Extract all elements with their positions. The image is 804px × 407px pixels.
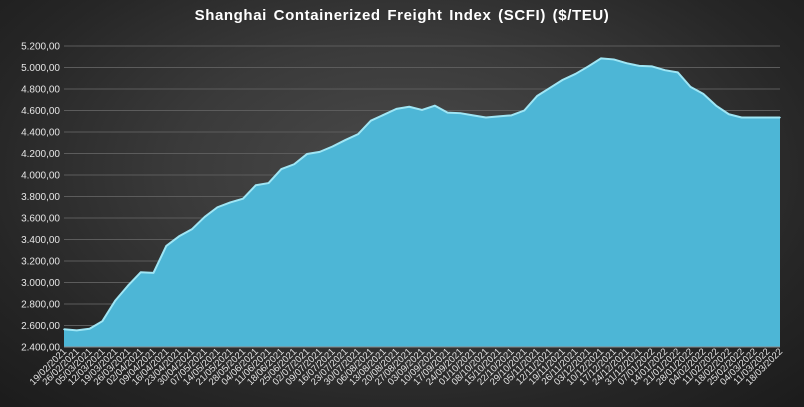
data-point bbox=[216, 206, 219, 209]
data-point bbox=[459, 112, 462, 114]
data-point bbox=[127, 284, 129, 287]
data-point bbox=[421, 109, 423, 111]
data-point bbox=[178, 235, 180, 238]
y-tick-label: 3.600,00 bbox=[21, 214, 60, 225]
data-point bbox=[242, 197, 244, 200]
data-point bbox=[293, 163, 295, 166]
data-point bbox=[191, 228, 193, 231]
chart-title: Shanghai Containerized Freight Index (SC… bbox=[194, 7, 610, 24]
y-tick-label: 4.800,00 bbox=[21, 85, 60, 96]
y-tick-label: 2.800,00 bbox=[21, 300, 60, 311]
data-point bbox=[446, 111, 449, 114]
data-point bbox=[766, 116, 769, 119]
data-point bbox=[203, 216, 206, 218]
data-point bbox=[651, 65, 653, 68]
data-point bbox=[395, 108, 398, 110]
y-tick-label: 4.000,00 bbox=[21, 171, 60, 182]
series-area bbox=[64, 58, 780, 348]
data-point bbox=[306, 153, 308, 155]
data-point bbox=[370, 119, 372, 122]
data-point bbox=[728, 113, 730, 116]
y-tick-label: 3.400,00 bbox=[21, 235, 60, 246]
data-point bbox=[497, 115, 500, 118]
y-tick-label: 5.200,00 bbox=[21, 42, 60, 53]
y-axis: 2.400,00 2.600,00 2.800,00 3.000,00 3.200,00… bbox=[21, 42, 60, 354]
data-point bbox=[267, 182, 270, 184]
data-point bbox=[702, 93, 705, 95]
data-point bbox=[472, 114, 474, 117]
data-point bbox=[101, 320, 104, 323]
data-point bbox=[331, 145, 334, 148]
data-point bbox=[574, 73, 577, 75]
data-point bbox=[344, 139, 347, 141]
data-point bbox=[740, 116, 743, 119]
data-point bbox=[165, 245, 168, 247]
data-point bbox=[664, 69, 666, 71]
data-point bbox=[587, 65, 590, 68]
data-point bbox=[382, 114, 385, 116]
y-tick-label: 3.800,00 bbox=[21, 192, 60, 203]
data-point bbox=[114, 299, 116, 302]
data-point bbox=[638, 65, 641, 67]
y-tick-label: 4.200,00 bbox=[21, 149, 60, 160]
y-tick-label: 2.400,00 bbox=[21, 343, 60, 354]
data-point bbox=[88, 327, 91, 330]
data-point bbox=[280, 168, 283, 170]
data-point bbox=[408, 105, 411, 108]
data-point bbox=[600, 57, 602, 60]
data-point bbox=[433, 104, 436, 107]
y-tick-label: 4.400,00 bbox=[21, 128, 60, 139]
data-point bbox=[357, 133, 359, 135]
data-point bbox=[612, 58, 615, 61]
area-layer bbox=[63, 57, 781, 348]
data-point bbox=[549, 87, 551, 89]
data-point bbox=[715, 104, 717, 107]
data-point bbox=[523, 109, 526, 112]
y-tick-label: 3.200,00 bbox=[21, 257, 60, 268]
data-point bbox=[254, 184, 257, 187]
data-point bbox=[152, 272, 155, 274]
data-point bbox=[229, 201, 232, 204]
data-point bbox=[689, 86, 692, 88]
data-point bbox=[753, 116, 756, 119]
data-point bbox=[139, 271, 142, 274]
y-tick-label: 5.000,00 bbox=[21, 63, 60, 74]
x-axis: 19/02/202126/02/202105/03/202112/03/2021… bbox=[28, 346, 785, 387]
y-tick-label: 2.600,00 bbox=[21, 321, 60, 332]
data-point bbox=[485, 116, 487, 119]
data-point bbox=[536, 95, 538, 97]
data-point bbox=[75, 329, 78, 332]
y-tick-label: 4.600,00 bbox=[21, 106, 60, 117]
data-point bbox=[63, 328, 65, 331]
y-tick-label: 3.000,00 bbox=[21, 278, 60, 289]
data-point bbox=[779, 116, 781, 119]
data-point bbox=[676, 71, 679, 74]
data-point bbox=[561, 79, 564, 81]
data-point bbox=[625, 62, 628, 64]
data-point bbox=[318, 151, 321, 153]
data-point bbox=[510, 114, 513, 117]
